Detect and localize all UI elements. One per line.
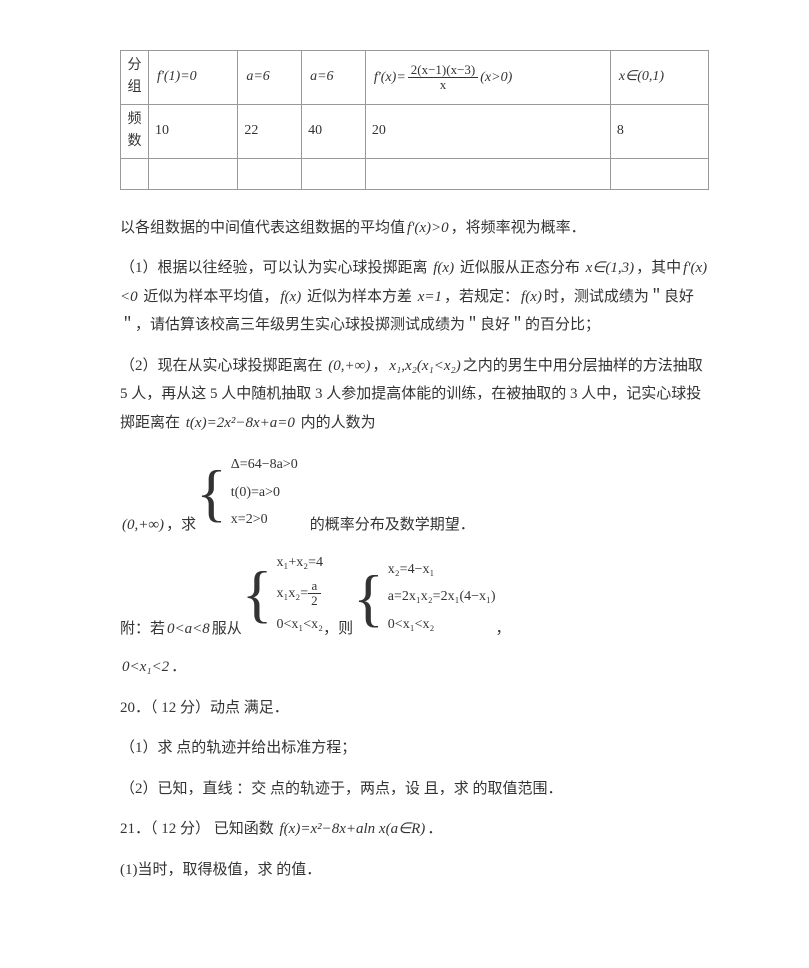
table-cell <box>610 158 708 189</box>
paragraph: 21．（ 12 分） 已知函数 f(x)=x²−8x+aln x(a∈R)． <box>120 815 709 844</box>
table-cell: 40 <box>302 104 366 158</box>
table-cell <box>149 158 238 189</box>
table-cell: a=6 <box>302 51 366 105</box>
table-row <box>121 158 709 189</box>
paragraph: 0<x₁<2． <box>120 653 709 682</box>
paragraph: （1）求 点的轨迹并给出标准方程； <box>120 734 709 763</box>
row-label: 频数 <box>121 104 149 158</box>
table-cell: 8 <box>610 104 708 158</box>
paragraph: （2）现在从实心球投掷距离在 (0,+∞)，x₁,x₂(x₁<x₂)之内的男生中… <box>120 352 709 438</box>
table-cell: x∈(0,1) <box>610 51 708 105</box>
table-row: 频数 10 22 40 20 8 <box>121 104 709 158</box>
table-cell <box>365 158 610 189</box>
row-label: 分组 <box>121 51 149 105</box>
table-cell: a=6 <box>238 51 302 105</box>
brace-system: { Δ=64−8a>0 t(0)=a>0 x=2>0 <box>196 449 298 536</box>
table-cell <box>238 158 302 189</box>
brace-system: { x₂=4−x₁ a=2x₁x₂=2x₁(4−x₁) 0<x₁<x₂ <box>353 554 495 641</box>
paragraph: 以各组数据的中间值代表这组数据的平均值f'(x)>0，将频率视为概率． <box>120 214 709 243</box>
table-cell: 22 <box>238 104 302 158</box>
table-cell <box>302 158 366 189</box>
paragraph: (1)当时，取得极值，求 的值． <box>120 856 709 885</box>
table-cell: 10 <box>149 104 238 158</box>
paragraph: （1）根据以往经验，可以认为实心球投掷距离 f(x) 近似服从正态分布 x∈(1… <box>120 254 709 340</box>
data-table: 分组 f'(1)=0 a=6 a=6 f'(x)=2(x−1)(x−3)x(x>… <box>120 50 709 190</box>
table-cell <box>121 158 149 189</box>
brace-system: { x₁+x₂=4 x₁x₂=a2 0<x₁<x₂ <box>242 547 323 641</box>
table-cell: 20 <box>365 104 610 158</box>
table-row: 分组 f'(1)=0 a=6 a=6 f'(x)=2(x−1)(x−3)x(x>… <box>121 51 709 105</box>
paragraph: （2）已知，直线 ：交 点的轨迹于，两点，设 且，求 的取值范围． <box>120 775 709 804</box>
equation-row: (0,+∞)，求 { Δ=64−8a>0 t(0)=a>0 x=2>0 的概率分… <box>120 449 709 536</box>
equation-row: 附：若 0<a<8 服从 { x₁+x₂=4 x₁x₂=a2 0<x₁<x₂ ，… <box>120 547 709 641</box>
paragraph: 20．（ 12 分）动点 满足． <box>120 694 709 723</box>
table-cell: f'(x)=2(x−1)(x−3)x(x>0) <box>365 51 610 105</box>
table-cell: f'(1)=0 <box>149 51 238 105</box>
